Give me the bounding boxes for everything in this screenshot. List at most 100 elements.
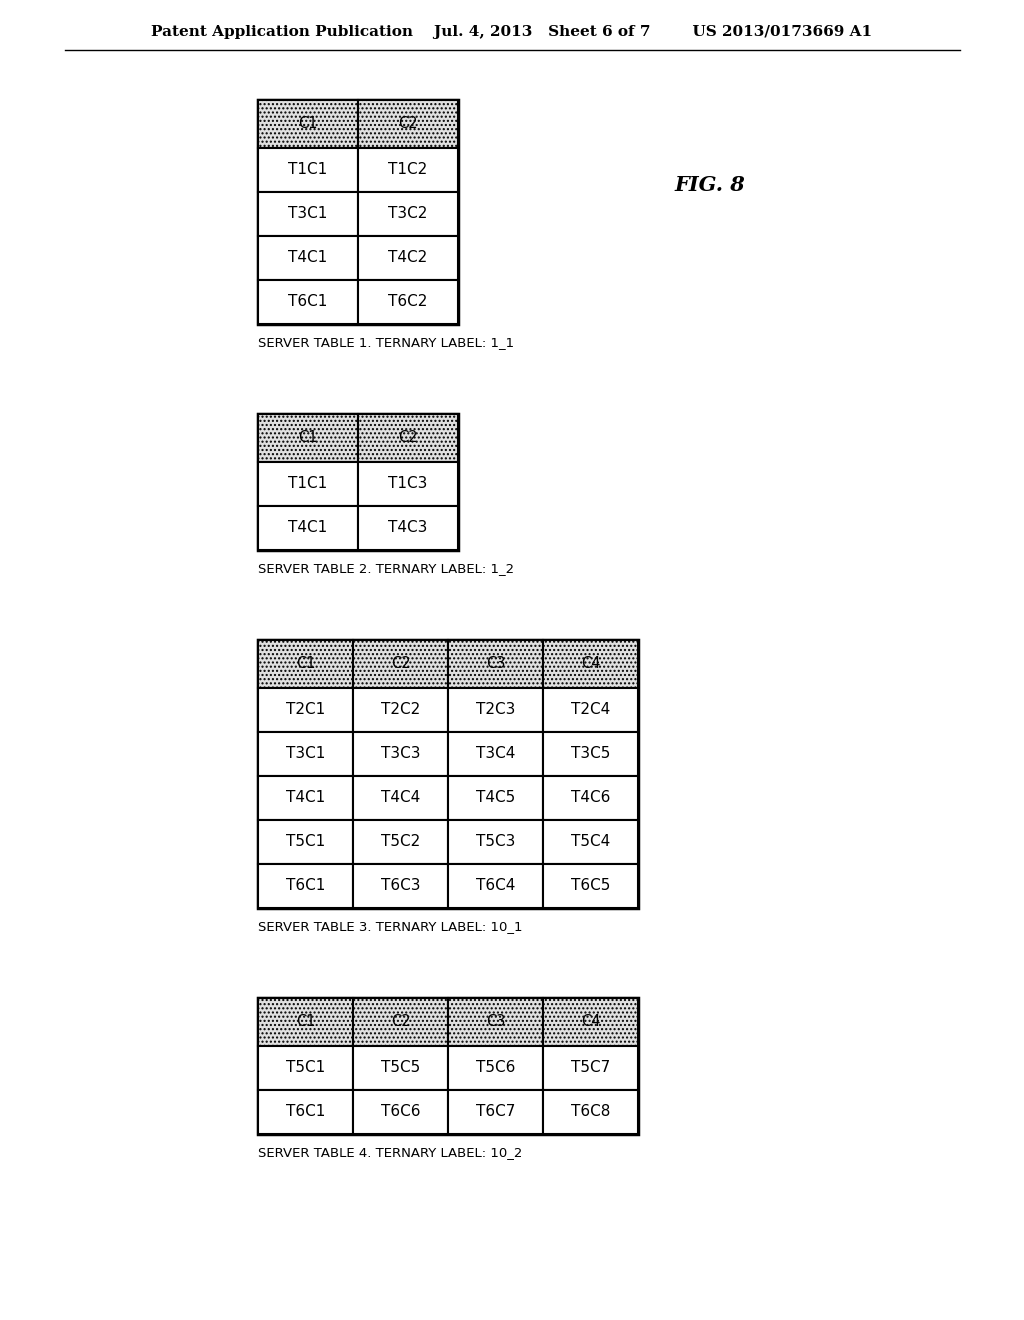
Bar [353,998,449,1045]
Text: FIG. 8: FIG. 8 [675,176,745,195]
Bar [449,640,543,688]
Bar [449,820,543,865]
Bar [258,820,353,865]
Bar [543,820,638,865]
Text: T2C4: T2C4 [570,702,610,718]
Text: T4C1: T4C1 [286,791,326,805]
Bar [358,100,458,148]
Text: C1: C1 [296,1015,315,1030]
Bar [449,1090,543,1134]
Text: T6C8: T6C8 [570,1105,610,1119]
Text: T3C1: T3C1 [289,206,328,222]
Text: T1C1: T1C1 [289,477,328,491]
Text: T4C1: T4C1 [289,251,328,265]
Text: T6C1: T6C1 [286,1105,326,1119]
Bar [358,506,458,550]
Text: Patent Application Publication    Jul. 4, 2013   Sheet 6 of 7        US 2013/017: Patent Application Publication Jul. 4, 2… [152,25,872,40]
Bar [353,1045,449,1090]
Bar [258,998,638,1134]
Bar [258,640,353,688]
Text: T1C1: T1C1 [289,162,328,177]
Text: T4C5: T4C5 [476,791,515,805]
Bar [258,640,638,908]
Bar [258,1090,353,1134]
Bar [449,733,543,776]
Bar [258,414,458,550]
Text: T5C1: T5C1 [286,1060,326,1076]
Bar [358,148,458,191]
Text: T6C1: T6C1 [289,294,328,309]
Text: T4C1: T4C1 [289,520,328,536]
Bar [353,733,449,776]
Text: T6C5: T6C5 [570,879,610,894]
Text: C3: C3 [485,656,505,672]
Text: T3C4: T3C4 [476,747,515,762]
Text: SERVER TABLE 1. TERNARY LABEL: 1_1: SERVER TABLE 1. TERNARY LABEL: 1_1 [258,337,514,348]
Text: T5C2: T5C2 [381,834,420,850]
Text: C2: C2 [391,1015,411,1030]
Text: T3C1: T3C1 [286,747,326,762]
Text: T5C7: T5C7 [570,1060,610,1076]
Bar [353,688,449,733]
Text: T5C5: T5C5 [381,1060,420,1076]
Bar [258,191,358,236]
Text: T5C6: T5C6 [476,1060,515,1076]
Bar [449,776,543,820]
Text: T6C7: T6C7 [476,1105,515,1119]
Bar [543,998,638,1045]
Text: T4C4: T4C4 [381,791,420,805]
Bar [543,688,638,733]
Text: SERVER TABLE 3. TERNARY LABEL: 10_1: SERVER TABLE 3. TERNARY LABEL: 10_1 [258,920,522,933]
Text: C2: C2 [398,116,418,132]
Bar [449,1045,543,1090]
Bar [449,688,543,733]
Text: T5C3: T5C3 [476,834,515,850]
Text: T4C3: T4C3 [388,520,428,536]
Text: T2C1: T2C1 [286,702,326,718]
Bar [358,236,458,280]
Text: T6C3: T6C3 [381,879,420,894]
Bar [543,640,638,688]
Text: SERVER TABLE 4. TERNARY LABEL: 10_2: SERVER TABLE 4. TERNARY LABEL: 10_2 [258,1146,522,1159]
Text: C1: C1 [296,656,315,672]
Text: T6C2: T6C2 [388,294,428,309]
Bar [449,998,543,1045]
Text: C2: C2 [398,430,418,446]
Bar [258,733,353,776]
Bar [358,191,458,236]
Text: C3: C3 [485,1015,505,1030]
Bar [353,1090,449,1134]
Text: SERVER TABLE 2. TERNARY LABEL: 1_2: SERVER TABLE 2. TERNARY LABEL: 1_2 [258,562,514,576]
Bar [353,640,449,688]
Text: T3C2: T3C2 [388,206,428,222]
Bar [353,865,449,908]
Bar [353,776,449,820]
Bar [258,506,358,550]
Bar [258,100,458,323]
Text: T1C3: T1C3 [388,477,428,491]
Bar [543,1090,638,1134]
Bar [258,100,358,148]
Text: T1C2: T1C2 [388,162,428,177]
Text: T3C5: T3C5 [570,747,610,762]
Bar [358,414,458,462]
Bar [543,865,638,908]
Text: T5C1: T5C1 [286,834,326,850]
Bar [358,462,458,506]
Text: C1: C1 [298,116,317,132]
Text: C4: C4 [581,1015,600,1030]
Bar [258,148,358,191]
Bar [258,865,353,908]
Text: T2C3: T2C3 [476,702,515,718]
Text: T2C2: T2C2 [381,702,420,718]
Bar [543,776,638,820]
Bar [543,733,638,776]
Bar [258,236,358,280]
Text: T4C6: T4C6 [570,791,610,805]
Bar [258,1045,353,1090]
Text: T3C3: T3C3 [381,747,420,762]
Text: T4C2: T4C2 [388,251,428,265]
Text: T6C4: T6C4 [476,879,515,894]
Text: T6C1: T6C1 [286,879,326,894]
Bar [258,414,358,462]
